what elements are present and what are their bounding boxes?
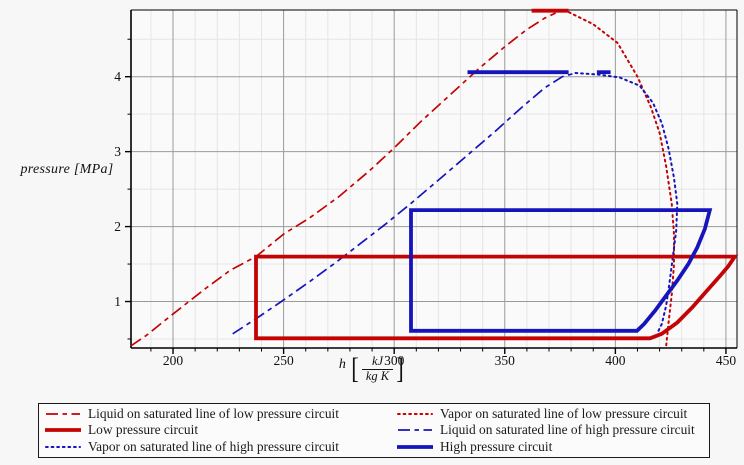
- y-tick-label: 4: [114, 69, 121, 84]
- legend-item-vapor-on-saturated-line-of-low-pressure-circuit: Vapor on saturated line of low pressure …: [395, 406, 705, 422]
- legend-swatch-dot-line-icon: [397, 413, 433, 416]
- legend-item-liquid-on-saturated-line-of-low-pressure-circuit: Liquid on saturated line of low pressure…: [43, 406, 395, 422]
- series-low-pressure-circuit: [254, 254, 739, 341]
- x-tick-label: 250: [273, 353, 294, 368]
- legend-item-low-pressure-circuit: Low pressure circuit: [43, 422, 395, 438]
- legend-label: Liquid on saturated line of low pressure…: [88, 406, 340, 422]
- legend-label: Vapor on saturated line of low pressure …: [440, 406, 688, 422]
- x-tick-label: 300: [384, 353, 405, 368]
- chart-legend: Liquid on saturated line of low pressure…: [38, 403, 710, 458]
- legend-label: Low pressure circuit: [88, 422, 199, 438]
- x-tick-label: 450: [716, 353, 737, 368]
- right-bracket: ]: [396, 352, 404, 385]
- legend-swatch-long-dash-line-icon: [398, 429, 432, 432]
- x-axis-variable: h: [338, 357, 346, 372]
- x-axis-unit-denominator: kg K: [361, 368, 394, 384]
- plot-area: [131, 10, 737, 348]
- series-liquid-on-saturated-line-of-low-pressure-circuit: [130, 12, 556, 347]
- y-tick-label: 2: [114, 219, 121, 234]
- y-axis-label: pressure [MPa]: [20, 162, 114, 177]
- legend-item-high-pressure-circuit: High pressure circuit: [395, 439, 705, 455]
- legend-swatch-long-dash-line-icon: [46, 413, 80, 416]
- series-vapor-on-saturated-line-of-low-pressure-circuit: [567, 11, 675, 347]
- legend-label: High pressure circuit: [440, 438, 553, 454]
- x-axis-unit-numerator: kJ: [371, 353, 384, 368]
- x-tick-label: 350: [495, 353, 516, 368]
- legend-item-liquid-on-saturated-line-of-high-pressure-circuit: Liquid on saturated line of high pressur…: [395, 422, 705, 438]
- y-tick-label: 3: [114, 144, 121, 159]
- legend-item-vapor-on-saturated-line-of-high-pressure-circuit: Vapor on saturated line of high pressure…: [43, 439, 395, 455]
- series-high-pressure-circuit: [409, 208, 713, 333]
- legend-swatch-solid-line-icon: [397, 444, 433, 449]
- series-vapor-on-saturated-line-of-high-pressure-circuit: [574, 72, 679, 332]
- x-tick-label: 400: [605, 353, 626, 368]
- legend-swatch-dot-line-icon: [45, 445, 81, 448]
- legend-label: Liquid on saturated line of high pressur…: [440, 422, 695, 438]
- pressure-enthalpy-chart[interactable]: 200 250 300 350 400 450 1 2 3 4: [0, 0, 744, 400]
- x-tick-label: 200: [163, 353, 184, 368]
- x-axis-label: h [ kJ kg K ]: [0, 354, 744, 384]
- left-bracket: [: [351, 352, 359, 385]
- legend-swatch-solid-line-icon: [45, 428, 81, 433]
- x-axis-unit-fraction: kJ kg K: [361, 353, 394, 384]
- series-liquid-on-saturated-line-of-high-pressure-circuit: [232, 72, 576, 335]
- legend-label: Vapor on saturated line of high pressure…: [88, 438, 339, 454]
- y-tick-label: 1: [114, 294, 121, 309]
